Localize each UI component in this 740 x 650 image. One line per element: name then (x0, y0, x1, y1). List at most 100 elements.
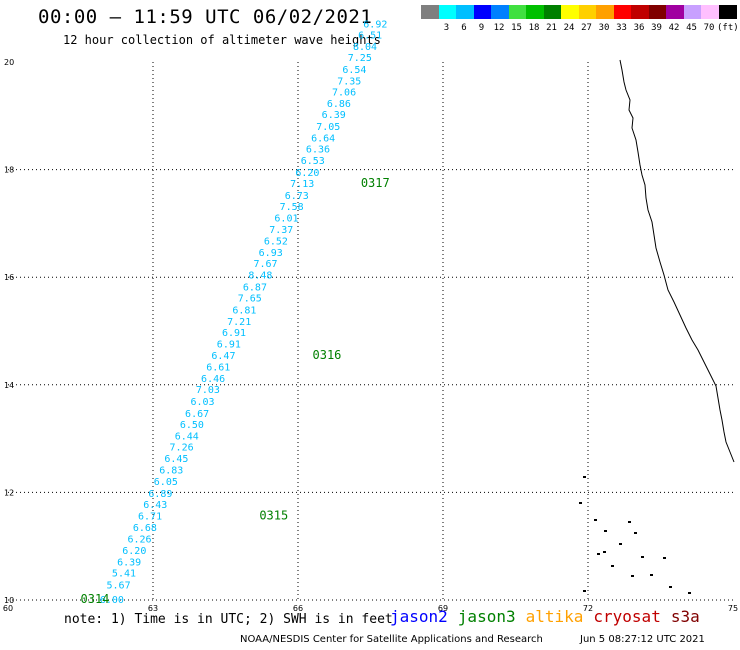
swh-label: 7.26 (170, 443, 194, 454)
colorbar-label: 33 (616, 23, 627, 33)
colorbar-label: 27 (581, 23, 592, 33)
swh-label: 6.39 (322, 110, 346, 121)
swh-label: 6.45 (164, 454, 188, 465)
chart-title: 00:00 – 11:59 UTC 06/02/2021 (38, 6, 373, 28)
x-tick-label: 75 (728, 604, 738, 613)
swh-label: 6.61 (206, 363, 230, 374)
chart-subtitle: 12 hour collection of altimeter wave hei… (63, 33, 381, 47)
island-marker (650, 574, 653, 576)
colorbar-label: 70 (703, 23, 715, 33)
colorbar-label: 42 (668, 23, 680, 33)
swh-label: 6.47 (211, 351, 235, 362)
swh-label: 6.71 (138, 512, 162, 523)
swh-label: 6.00 (100, 595, 124, 606)
colorbar-label: 9 (478, 23, 485, 33)
colorbar-swatch (526, 5, 544, 19)
swh-label: 7.25 (348, 53, 372, 64)
colorbar-label: 15 (511, 23, 522, 33)
colorbar-label: 3 (443, 23, 450, 33)
swh-label: 7.13 (290, 179, 314, 190)
island-marker (597, 553, 600, 555)
swh-label: 6.52 (264, 237, 288, 248)
time-label: 0317 (361, 176, 390, 190)
colorbar-label: 18 (528, 23, 540, 33)
swh-label: 6.87 (243, 282, 267, 293)
colorbar-label: 45 (686, 23, 697, 33)
swh-label: 8.04 (353, 42, 377, 53)
island-marker (669, 586, 672, 588)
legend-item-cryosat: cryosat (593, 607, 661, 626)
swh-label: 6.50 (180, 420, 204, 431)
y-tick-label: 20 (4, 58, 14, 67)
colorbar-swatch (631, 5, 649, 19)
colorbar-swatch (648, 5, 667, 19)
legend-item-altika: altika (525, 607, 584, 626)
y-tick-label: 18 (4, 166, 14, 175)
swh-label: 6.54 (342, 65, 366, 76)
swh-label: 7.67 (253, 259, 277, 270)
swh-label: 6.89 (148, 489, 172, 500)
swh-label: 6.92 (363, 19, 387, 30)
x-tick-label: 72 (583, 604, 593, 613)
swh-label: 6.26 (127, 535, 151, 546)
y-tick-label: 16 (4, 273, 14, 282)
swh-label: 6.81 (232, 305, 256, 316)
time-label: 0315 (259, 509, 288, 523)
swh-label: 6.73 (285, 191, 309, 202)
swh-label: 5.67 (107, 580, 131, 591)
island-marker (619, 543, 622, 545)
swh-label: 7.06 (332, 88, 356, 99)
colorbar-label: 39 (651, 23, 662, 33)
swh-label: 6.64 (311, 133, 335, 144)
colorbar-swatch (613, 5, 632, 19)
swh-label: 6.91 (217, 339, 241, 350)
island-marker (628, 521, 631, 523)
x-tick-label: 69 (438, 604, 448, 613)
colorbar-swatch (561, 5, 579, 19)
swh-label: 6.36 (306, 145, 330, 156)
colorbar-swatch (701, 5, 719, 19)
time-label: 0316 (313, 348, 342, 362)
footer-timestamp: Jun 5 08:27:12 UTC 2021 (580, 634, 705, 645)
swh-label: 6.39 (117, 557, 141, 568)
swh-label: 6.46 (201, 374, 225, 385)
swh-label: 6.20 (122, 546, 146, 557)
swh-label: 7.58 (280, 202, 304, 213)
colorbar-label: 12 (493, 23, 505, 33)
colorbar-label: 36 (633, 23, 645, 33)
colorbar-swatch (491, 5, 509, 19)
x-tick-label: 66 (293, 604, 303, 613)
swh-label: 6.67 (185, 409, 209, 420)
legend-item-s3a: s3a (670, 607, 700, 626)
swh-label: 7.65 (238, 294, 262, 305)
note-text: note: 1) Time is in UTC; 2) SWH is in fe… (64, 612, 393, 627)
colorbar-label: 24 (563, 23, 575, 33)
island-marker (611, 565, 614, 567)
swh-label: 7.05 (316, 122, 340, 133)
colorbar-swatch (456, 5, 474, 19)
legend-item-jason3: jason3 (457, 607, 516, 626)
island-marker (603, 551, 606, 553)
swh-label: 6.86 (327, 99, 351, 110)
swh-label: 6.83 (159, 465, 183, 476)
swh-label: 6.68 (133, 523, 157, 534)
island-marker (634, 532, 637, 534)
colorbar-swatch (508, 5, 527, 19)
swh-label: 6.20 (295, 168, 319, 179)
coastline (619, 59, 735, 463)
colorbar-swatch (543, 5, 562, 19)
swh-label: 6.05 (154, 477, 178, 488)
x-tick-label: 63 (148, 604, 158, 613)
time-label: 0314 (81, 592, 110, 606)
colorbar-swatch (438, 5, 457, 19)
y-tick-label: 14 (4, 381, 14, 390)
swh-label: 7.03 (196, 385, 220, 396)
island-marker (688, 592, 691, 594)
swh-label: 6.93 (259, 248, 283, 259)
island-marker (631, 575, 634, 577)
swh-label: 6.43 (143, 500, 167, 511)
island-marker (579, 502, 582, 504)
y-tick-label: 10 (4, 596, 14, 605)
colorbar-swatch (666, 5, 684, 19)
